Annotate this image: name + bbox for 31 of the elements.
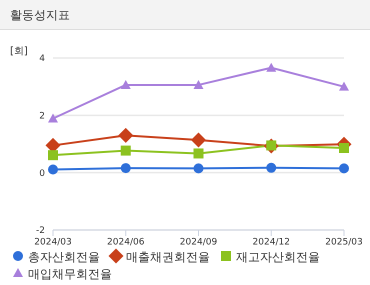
legend-label: 총자산회전율 [27,249,100,265]
point [48,150,58,160]
point [191,132,206,148]
y-axis-title: [회] [10,45,28,58]
point [339,82,349,91]
point [120,146,131,156]
point [194,148,204,158]
x-tick-label: 2024/12 [252,237,290,248]
y-tick-label: 2 [39,112,45,122]
legend-label: 재고자산회전율 [235,249,320,265]
x-tick-label: 2024/06 [107,237,145,248]
legend-label: 매출채권회전율 [125,249,210,265]
x-tick-label: 2025/03 [325,237,363,248]
point [339,163,349,174]
y-tick-label: 0 [39,168,46,179]
point [266,62,276,72]
point [339,143,349,154]
y-tick-label: 4 [39,54,46,64]
point [194,163,204,174]
point [120,80,131,89]
chart-title: 활동성지표 [0,0,370,30]
x-tick-label: 2024/09 [180,237,218,248]
legend-label: 매입채무회전율 [27,266,112,282]
point [266,162,276,173]
point [118,128,134,143]
point [48,113,58,122]
point [194,80,204,89]
x-tick-label: 2024/03 [34,237,72,248]
point [48,164,58,175]
y-tick-label: -2 [36,226,45,236]
point [120,163,131,174]
